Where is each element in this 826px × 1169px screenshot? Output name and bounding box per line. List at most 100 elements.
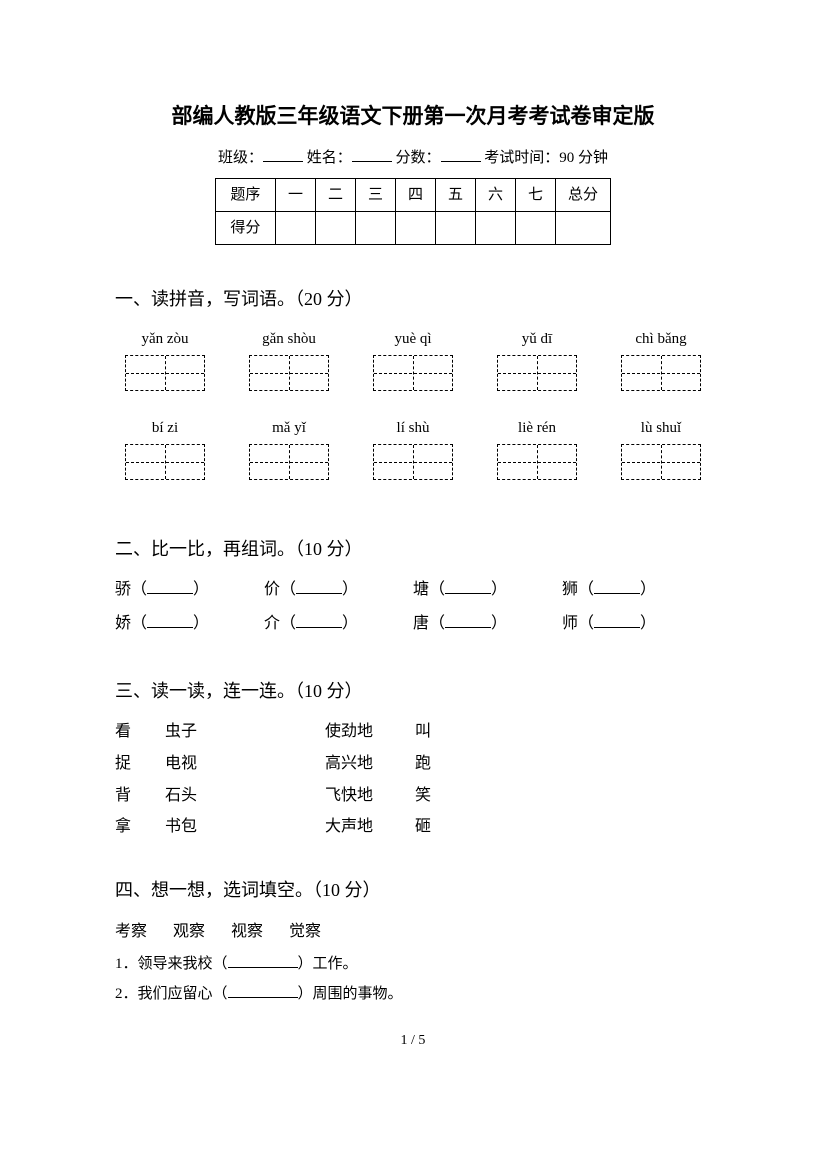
table-cell[interactable] bbox=[275, 211, 315, 244]
item-text: 领导来我校（ bbox=[138, 956, 228, 972]
blank[interactable] bbox=[296, 593, 342, 594]
char-box[interactable] bbox=[373, 444, 453, 480]
item-num: 2． bbox=[115, 986, 138, 1002]
pinyin-label: yǎn zòu bbox=[115, 327, 215, 351]
table-cell: 三 bbox=[355, 178, 395, 211]
char-box[interactable] bbox=[249, 444, 329, 480]
char-box[interactable] bbox=[249, 355, 329, 391]
item-num: 1． bbox=[115, 956, 138, 972]
word-option: 视察 bbox=[231, 923, 263, 940]
section2-item: 塘（） bbox=[413, 577, 562, 603]
pinyin-item: chì bǎng bbox=[611, 327, 711, 400]
char-box[interactable] bbox=[621, 355, 701, 391]
s3-cell: 电视 bbox=[165, 751, 325, 777]
pinyin-row: yǎn zòu gǎn shòu yuè qì yǔ dī chì bǎng bbox=[115, 327, 711, 400]
blank[interactable] bbox=[445, 627, 491, 628]
pinyin-label: gǎn shòu bbox=[239, 327, 339, 351]
s3-cell: 捉 bbox=[115, 751, 165, 777]
section1-title: 一、读拼音，写词语。（20 分） bbox=[115, 285, 711, 314]
blank[interactable] bbox=[228, 997, 298, 998]
score-blank[interactable] bbox=[441, 147, 481, 162]
char-box[interactable] bbox=[125, 355, 205, 391]
item-text: ）周围的事物。 bbox=[298, 986, 403, 1002]
s3-cell: 拿 bbox=[115, 814, 165, 840]
pinyin-label: chì bǎng bbox=[611, 327, 711, 351]
s3-cell: 笑 bbox=[415, 783, 455, 809]
pinyin-label: liè rén bbox=[487, 416, 587, 440]
section3-title: 三、读一读，连一连。（10 分） bbox=[115, 677, 711, 706]
char-box[interactable] bbox=[621, 444, 701, 480]
table-cell: 六 bbox=[476, 178, 516, 211]
word-option: 觉察 bbox=[289, 923, 321, 940]
table-cell[interactable] bbox=[395, 211, 435, 244]
char-box[interactable] bbox=[497, 444, 577, 480]
blank[interactable] bbox=[445, 593, 491, 594]
item-text: ）工作。 bbox=[298, 956, 358, 972]
section2-row: 娇（） 介（） 唐（） 师（） bbox=[115, 611, 711, 637]
char-box[interactable] bbox=[497, 355, 577, 391]
section3-row: 背 石头 飞快地 笑 bbox=[115, 783, 711, 809]
section2-row: 骄（） 价（） 塘（） 狮（） bbox=[115, 577, 711, 603]
class-blank[interactable] bbox=[263, 147, 303, 162]
section2-title: 二、比一比，再组词。（10 分） bbox=[115, 535, 711, 564]
name-blank[interactable] bbox=[352, 147, 392, 162]
pinyin-label: bí zi bbox=[115, 416, 215, 440]
pinyin-label: mǎ yǐ bbox=[239, 416, 339, 440]
char-box[interactable] bbox=[373, 355, 453, 391]
table-cell: 题序 bbox=[215, 178, 275, 211]
pinyin-item: lù shuǐ bbox=[611, 416, 711, 489]
table-cell: 五 bbox=[436, 178, 476, 211]
pinyin-item: yuè qì bbox=[363, 327, 463, 400]
section2-item: 娇（） bbox=[115, 611, 264, 637]
pinyin-item: yǎn zòu bbox=[115, 327, 215, 400]
table-cell[interactable] bbox=[436, 211, 476, 244]
table-cell: 得分 bbox=[215, 211, 275, 244]
section3-row: 拿 书包 大声地 砸 bbox=[115, 814, 711, 840]
item-text: 我们应留心（ bbox=[138, 986, 228, 1002]
blank[interactable] bbox=[147, 627, 193, 628]
s3-cell: 石头 bbox=[165, 783, 325, 809]
blank[interactable] bbox=[228, 967, 298, 968]
blank[interactable] bbox=[147, 593, 193, 594]
table-row: 得分 bbox=[215, 211, 610, 244]
table-row: 题序 一 二 三 四 五 六 七 总分 bbox=[215, 178, 610, 211]
word-option: 考察 bbox=[115, 923, 147, 940]
table-cell[interactable] bbox=[315, 211, 355, 244]
pinyin-label: lí shù bbox=[363, 416, 463, 440]
char-box[interactable] bbox=[125, 444, 205, 480]
section4-item: 1．领导来我校（ ）工作。 bbox=[115, 952, 711, 976]
section2-item: 狮（） bbox=[562, 577, 711, 603]
pinyin-item: lí shù bbox=[363, 416, 463, 489]
section2-item: 介（） bbox=[264, 611, 413, 637]
s3-cell: 叫 bbox=[415, 719, 455, 745]
class-label: 班级： bbox=[218, 150, 263, 166]
table-cell[interactable] bbox=[516, 211, 556, 244]
s3-cell: 跑 bbox=[415, 751, 455, 777]
blank[interactable] bbox=[594, 627, 640, 628]
blank[interactable] bbox=[594, 593, 640, 594]
time-label: 考试时间：90 分钟 bbox=[484, 150, 608, 166]
table-cell[interactable] bbox=[556, 211, 611, 244]
pinyin-item: mǎ yǐ bbox=[239, 416, 339, 489]
s3-cell: 背 bbox=[115, 783, 165, 809]
pinyin-item: yǔ dī bbox=[487, 327, 587, 400]
section4-item: 2．我们应留心（ ）周围的事物。 bbox=[115, 982, 711, 1006]
pinyin-label: yǔ dī bbox=[487, 327, 587, 351]
pinyin-item: liè rén bbox=[487, 416, 587, 489]
section3-row: 捉 电视 高兴地 跑 bbox=[115, 751, 711, 777]
score-table: 题序 一 二 三 四 五 六 七 总分 得分 bbox=[215, 178, 611, 245]
blank[interactable] bbox=[296, 627, 342, 628]
pinyin-row: bí zi mǎ yǐ lí shù liè rén lù shuǐ bbox=[115, 416, 711, 489]
section2-item: 师（） bbox=[562, 611, 711, 637]
page-number: 1 / 5 bbox=[115, 1030, 711, 1052]
table-cell: 七 bbox=[516, 178, 556, 211]
section4-words: 考察 观察 视察 觉察 bbox=[115, 919, 711, 945]
table-cell[interactable] bbox=[355, 211, 395, 244]
word-option: 观察 bbox=[173, 923, 205, 940]
pinyin-label: yuè qì bbox=[363, 327, 463, 351]
s3-cell: 砸 bbox=[415, 814, 455, 840]
s3-cell: 看 bbox=[115, 719, 165, 745]
s3-cell: 高兴地 bbox=[325, 751, 415, 777]
table-cell: 四 bbox=[395, 178, 435, 211]
table-cell[interactable] bbox=[476, 211, 516, 244]
